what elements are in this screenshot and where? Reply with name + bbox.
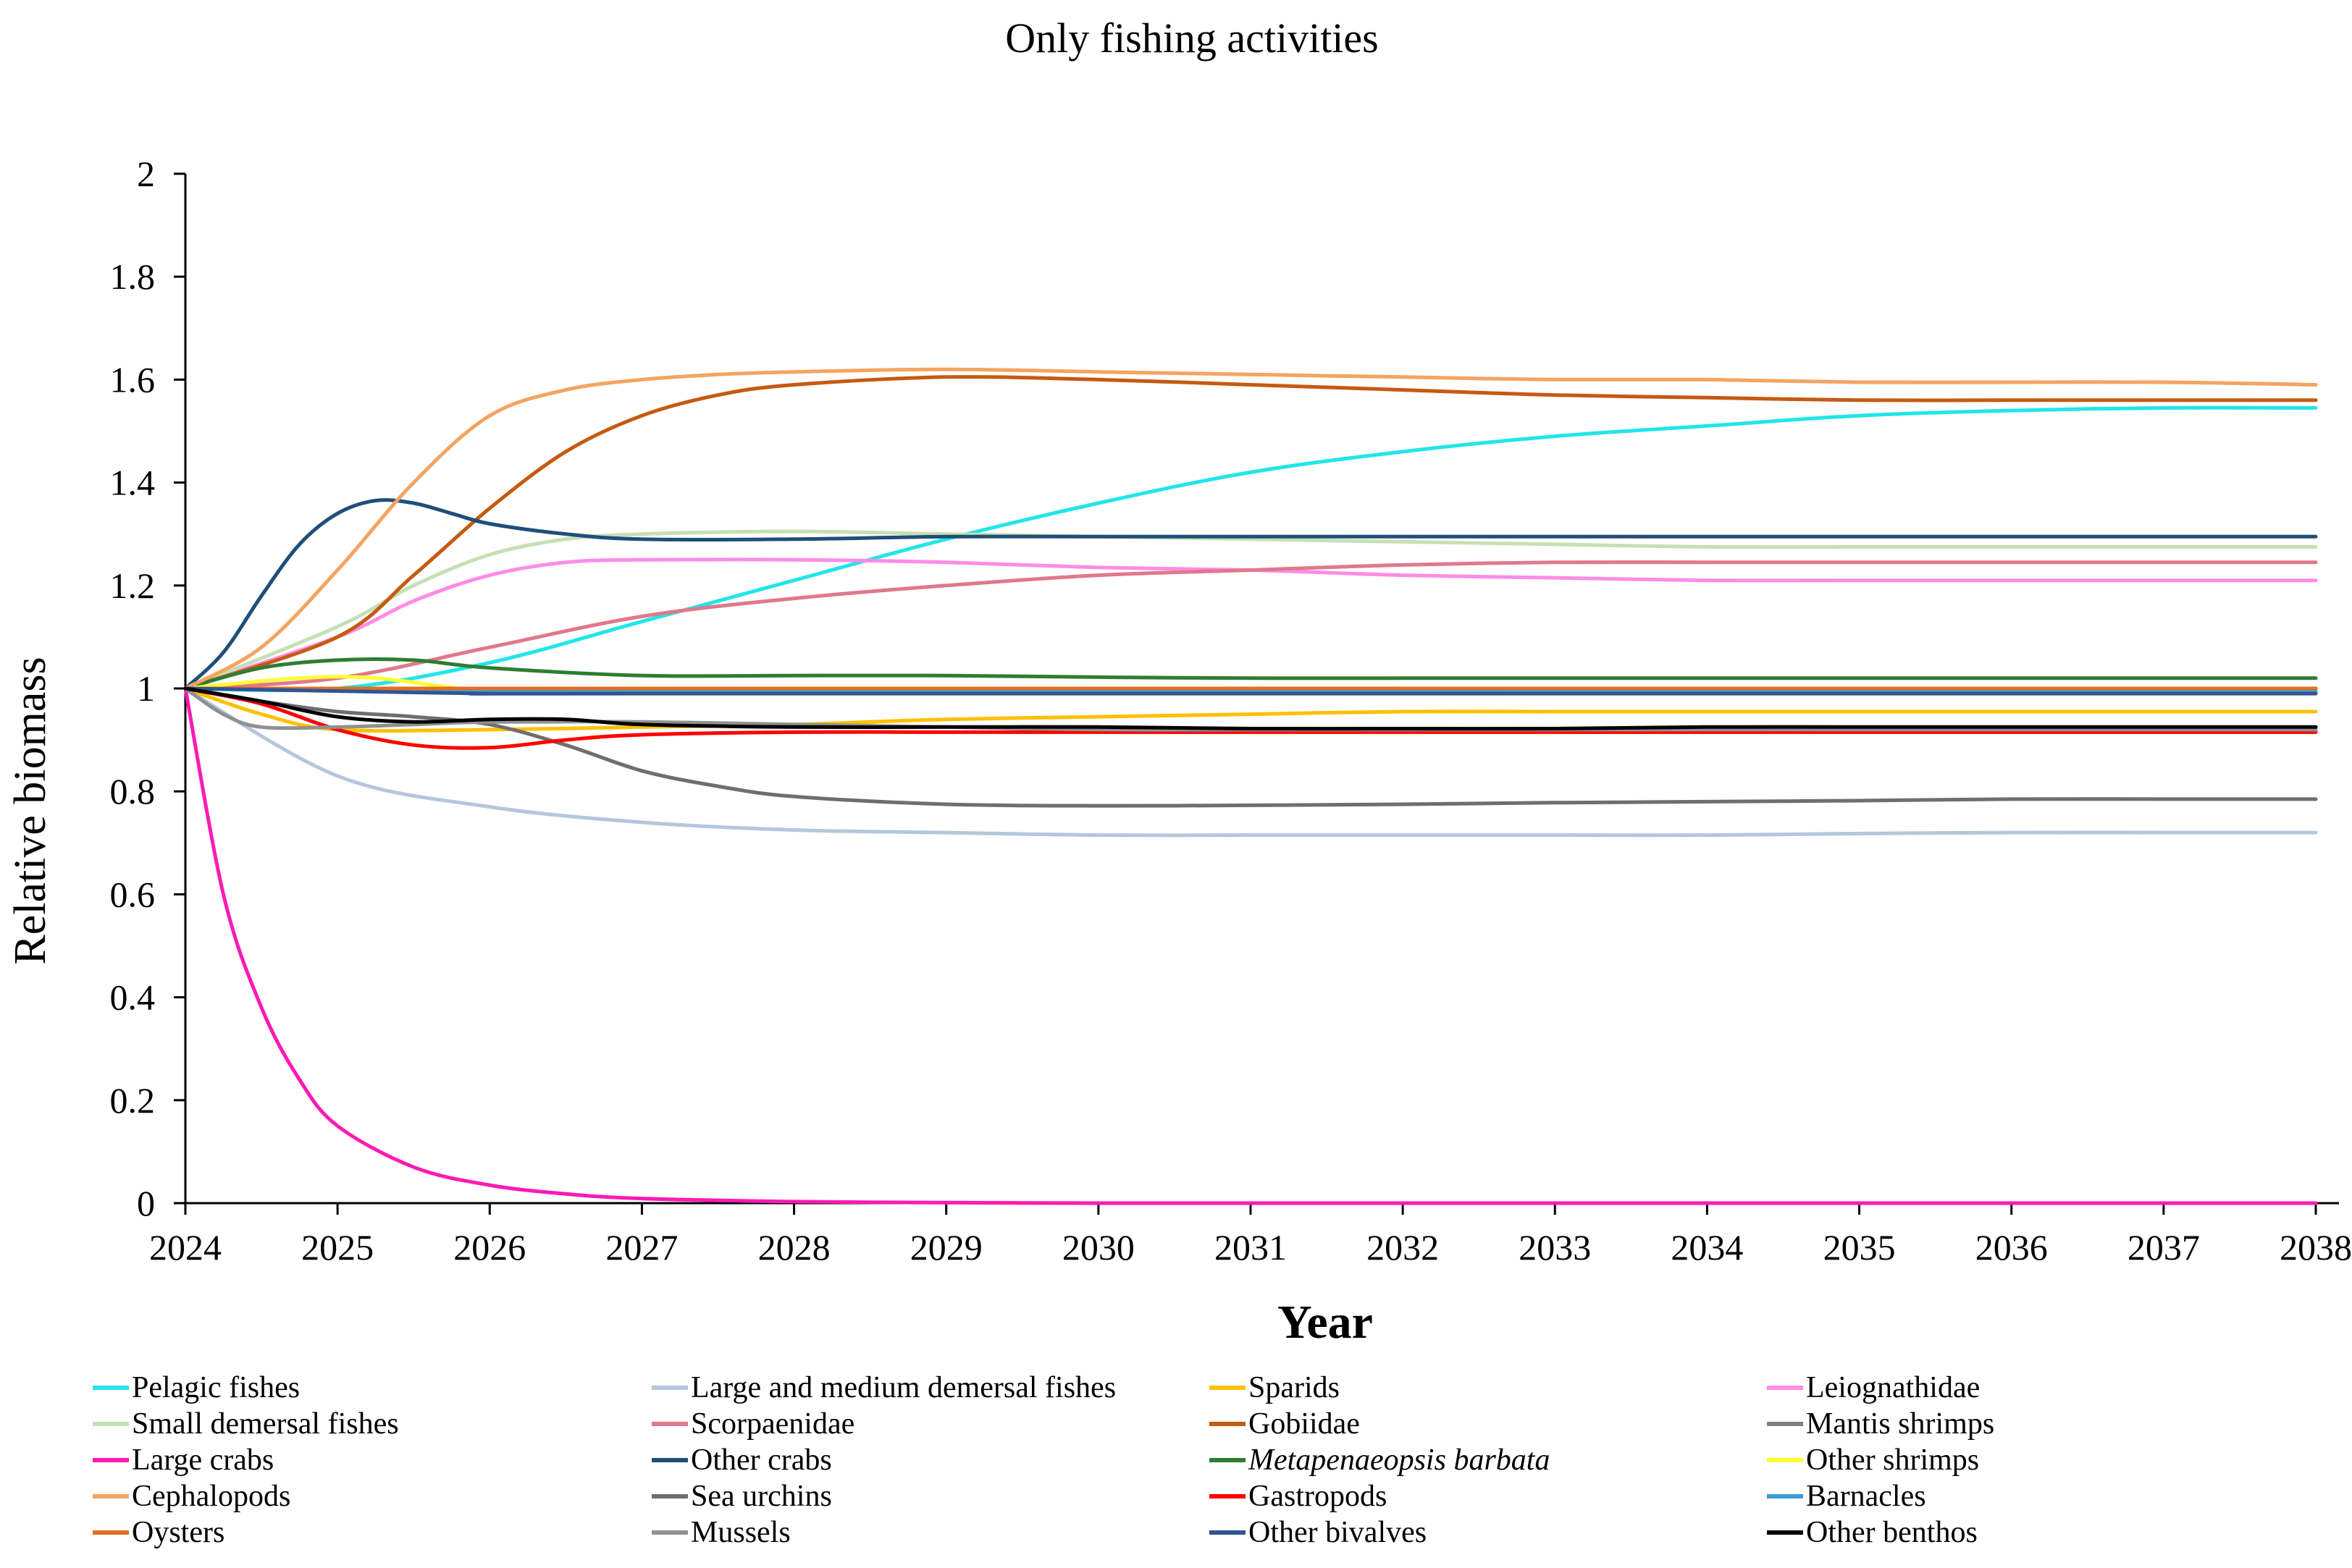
series-line-gastropods (183, 686, 2318, 750)
series-line-small-demersal-fishes (183, 529, 2318, 691)
y-tick-label: 0.2 (110, 1080, 156, 1121)
series-line-other-bivalves (183, 686, 2318, 696)
x-tick-label: 2033 (1519, 1227, 1591, 1268)
chart-title: Only fishing activities (1005, 14, 1379, 62)
legend-label: Barnacles (1806, 1480, 1926, 1513)
legend-entry-other-benthos: Other benthos (1767, 1516, 1978, 1549)
series-line-leiognathidae (183, 557, 2318, 691)
x-tick-label: 2037 (2128, 1227, 2200, 1268)
x-tick-label: 2030 (1062, 1227, 1135, 1268)
y-tick-label: 0.6 (110, 874, 156, 914)
legend-entry-small-demersal-fishes: Small demersal fishes (93, 1407, 399, 1441)
legend-label: Scorpaenidae (691, 1407, 854, 1441)
legend-label: Metapenaeopsis barbata (1248, 1443, 1550, 1477)
x-tick-label: 2027 (605, 1227, 678, 1268)
legend-entry-gastropods: Gastropods (1209, 1480, 1387, 1513)
legend-entry-other-bivalves: Other bivalves (1209, 1516, 1427, 1549)
y-tick-label: 1.4 (110, 463, 156, 503)
y-tick-label: 0.8 (110, 771, 156, 812)
legend-label: Cephalopods (132, 1480, 290, 1513)
series-line-gobiidae (183, 375, 2318, 691)
legend-label: Large crabs (132, 1443, 274, 1477)
legend-entry-leiognathidae: Leiognathidae (1767, 1371, 1980, 1404)
series-line-sparids (183, 686, 2318, 733)
x-tick-label: 2036 (1975, 1227, 2048, 1268)
x-tick-label: 2028 (758, 1227, 831, 1268)
legend-entry-oysters: Oysters (93, 1516, 224, 1549)
legend-label: Other benthos (1806, 1516, 1978, 1549)
legend-entry-barnacles: Barnacles (1767, 1480, 1926, 1513)
legend-entry-sparids: Sparids (1209, 1371, 1340, 1404)
x-axis-label: Year (1277, 1296, 1373, 1349)
legend-label: Oysters (132, 1516, 224, 1549)
series-line-large-and-medium-demersal-fishes (183, 686, 2318, 838)
legend-entry-scorpaenidae: Scorpaenidae (652, 1407, 854, 1441)
series-line-other-benthos (183, 686, 2318, 731)
series-line-other-crabs (183, 498, 2318, 691)
legend-entry-gobiidae: Gobiidae (1209, 1407, 1360, 1441)
y-tick-label: 1.6 (110, 359, 156, 400)
legend-label: Leiognathidae (1806, 1371, 1980, 1404)
y-tick-label: 1.8 (110, 256, 156, 297)
legend-entry-mantis-shrimps: Mantis shrimps (1767, 1407, 1994, 1441)
y-tick-label: 0 (137, 1183, 155, 1223)
x-tick-label: 2035 (1823, 1227, 1896, 1268)
series-line-large-crabs (183, 686, 2318, 1205)
legend-label: Pelagic fishes (132, 1371, 300, 1404)
series-line-metapenaeopsis-barbata (183, 657, 2318, 691)
legend-label: Gastropods (1248, 1480, 1387, 1513)
x-tick-label: 2034 (1671, 1227, 1743, 1268)
legend-label: Mantis shrimps (1806, 1407, 1994, 1441)
y-axis-label: Relative biomass (6, 657, 55, 964)
legend-entry-other-crabs: Other crabs (652, 1443, 832, 1477)
x-tick-label: 2031 (1214, 1227, 1287, 1268)
legend-label: Gobiidae (1248, 1407, 1360, 1441)
legend: Pelagic fishes Large and medium demersal … (93, 1371, 1994, 1549)
y-tick-label: 0.4 (110, 977, 156, 1018)
series-lines (183, 367, 2318, 1205)
legend-label: Other shrimps (1806, 1443, 1979, 1477)
legend-entry-cephalopods: Cephalopods (93, 1480, 290, 1513)
x-tick-label: 2024 (149, 1227, 222, 1268)
legend-label: Other bivalves (1248, 1516, 1427, 1549)
legend-entry-large-crabs: Large crabs (93, 1443, 274, 1477)
series-line-pelagic-fishes (183, 405, 2318, 693)
series-line-cephalopods (183, 367, 2318, 691)
legend-label: Small demersal fishes (132, 1407, 399, 1441)
legend-entry-large-and-medium-demersal-fishes: Large and medium demersal fishes (652, 1371, 1116, 1404)
y-tick-label: 1 (137, 668, 155, 709)
series-line-scorpaenidae (183, 560, 2318, 691)
legend-label: Large and medium demersal fishes (691, 1371, 1116, 1404)
axes: 0 0.2 0.4 0.6 0.8 1 1.2 1.4 1.6 1.8 2 2024 2025 2026 2… (110, 153, 2352, 1268)
x-tick-label: 2025 (301, 1227, 374, 1268)
legend-label: Sea urchins (691, 1480, 832, 1513)
series-line-mussels (183, 686, 2318, 732)
legend-entry-metapenaeopsis-barbata: Metapenaeopsis barbata (1209, 1443, 1550, 1477)
y-tick-label: 2 (137, 153, 155, 194)
legend-entry-sea-urchins: Sea urchins (652, 1480, 832, 1513)
x-tick-label: 2026 (453, 1227, 526, 1268)
x-tick-label: 2038 (2280, 1227, 2352, 1268)
x-tick-label: 2029 (910, 1227, 983, 1268)
legend-entry-mussels: Mussels (652, 1516, 791, 1549)
legend-label: Other crabs (691, 1443, 832, 1477)
legend-label: Sparids (1248, 1371, 1340, 1404)
legend-entry-pelagic-fishes: Pelagic fishes (93, 1371, 300, 1404)
legend-label: Mussels (691, 1516, 791, 1549)
legend-entry-other-shrimps: Other shrimps (1767, 1443, 1979, 1477)
y-tick-label: 1.2 (110, 565, 156, 606)
x-tick-label: 2032 (1366, 1227, 1439, 1268)
